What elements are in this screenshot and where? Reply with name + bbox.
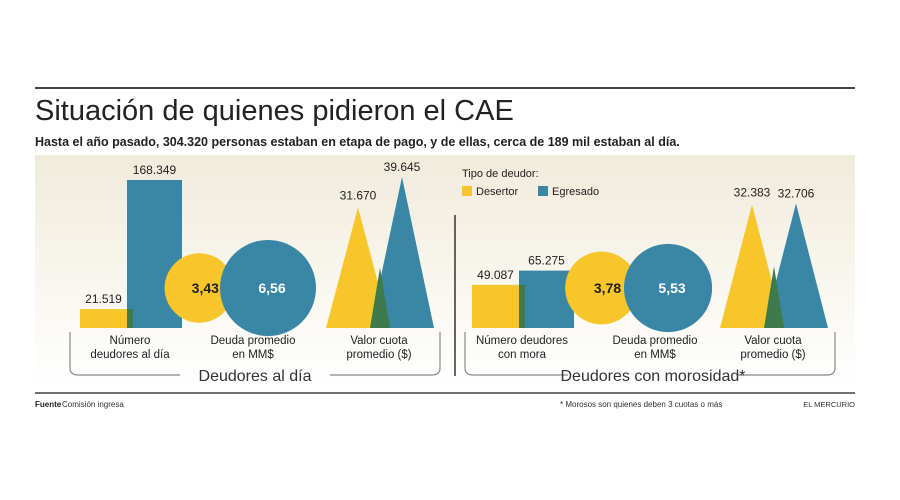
legend-swatch-egresado — [538, 186, 548, 196]
triangle-desertor — [720, 204, 784, 328]
triangle-overlap — [764, 266, 784, 328]
circle-egresado — [623, 243, 713, 333]
group-label: Deudores al día — [199, 368, 312, 385]
bar-desertor — [80, 309, 133, 328]
circle-desertor — [565, 251, 638, 325]
value-label-desertor: 21.519 — [85, 292, 122, 306]
triangle-egresado — [370, 177, 434, 328]
brand: EL MERCURIO — [803, 400, 855, 409]
bar-desertor — [472, 284, 525, 328]
legend-swatch-desertor — [462, 186, 472, 196]
category-label: Número deudores con mora — [476, 335, 568, 361]
value-label-desertor: 3,78 — [594, 280, 621, 296]
value-label-egresado: 5,53 — [658, 280, 685, 296]
value-label-egresado: 39.645 — [384, 160, 421, 174]
value-label-egresado: 6,56 — [258, 280, 285, 296]
value-label-desertor: 31.670 — [340, 188, 377, 202]
footnote: * Morosos son quienes deben 3 cuotas o m… — [560, 400, 722, 409]
legend-label-egresado: Egresado — [552, 186, 599, 198]
value-label-egresado: 32.706 — [778, 186, 815, 200]
chart-subtitle: Hasta el año pasado, 304.320 personas es… — [35, 135, 680, 149]
triangle-egresado — [764, 203, 828, 328]
value-label-egresado: 168.349 — [133, 163, 177, 177]
bar-overlap — [127, 309, 133, 328]
value-label-desertor: 32.383 — [734, 186, 771, 200]
triangle-overlap — [370, 267, 390, 328]
group-bracket — [464, 332, 836, 376]
legend-title: Tipo de deudor: — [462, 168, 539, 180]
source-text: Comisión ingresa — [62, 400, 124, 409]
bar-overlap — [519, 284, 525, 328]
group-bracket — [69, 332, 441, 376]
value-label-desertor: 3,43 — [192, 280, 219, 296]
circle-egresado — [220, 240, 316, 336]
group-label: Deudores con morosidad* — [561, 368, 746, 385]
triangle-desertor — [326, 207, 390, 328]
legend-label-desertor: Desertor — [476, 186, 519, 198]
category-label: Valor cuota promedio ($) — [346, 335, 411, 361]
category-label: Número deudores al día — [90, 335, 170, 361]
value-label-egresado: 65.275 — [528, 254, 565, 268]
category-label: Deuda promedio en MM$ — [612, 335, 697, 361]
source-label: Fuente — [35, 400, 62, 409]
circle-desertor — [164, 253, 234, 323]
bar-egresado — [519, 270, 574, 328]
category-label: Deuda promedio en MM$ — [210, 335, 295, 361]
value-label-desertor: 49.087 — [477, 268, 514, 282]
chart-title: Situación de quienes pidieron el CAE — [35, 95, 514, 127]
category-label: Valor cuota promedio ($) — [740, 335, 805, 361]
